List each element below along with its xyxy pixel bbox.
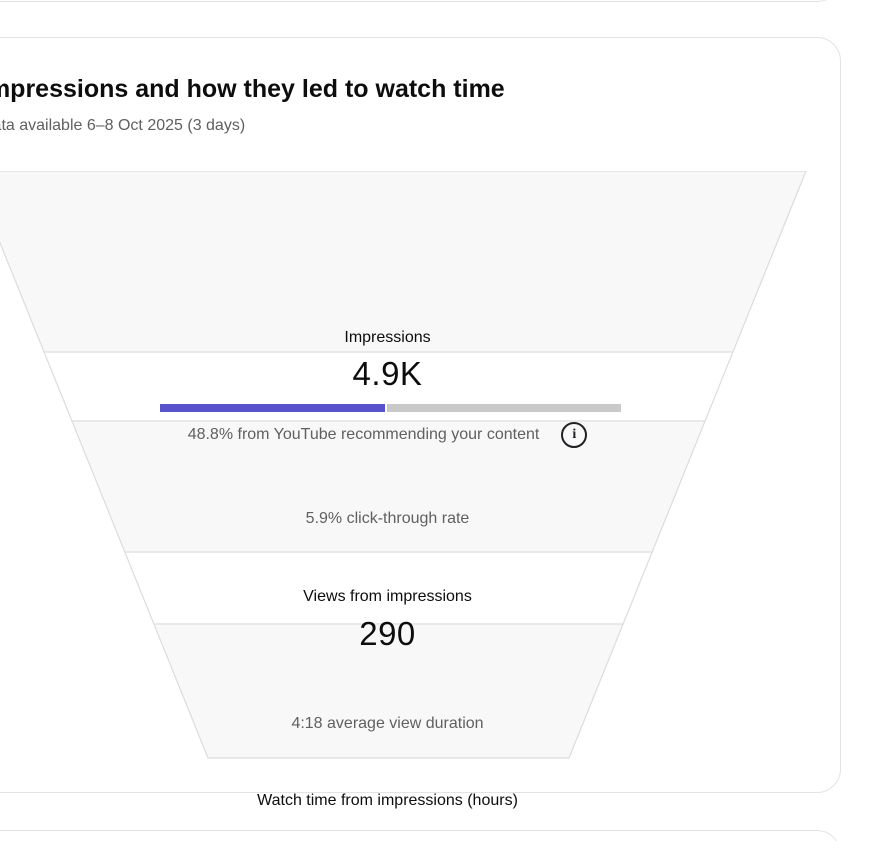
- impressions-value: 4.9K: [352, 355, 423, 392]
- funnel-stage-impressions-shape: [0, 171, 806, 352]
- info-icon[interactable]: i: [561, 422, 588, 448]
- impressions-funnel: Impressions 4.9K 48.8% from YouTube reco…: [0, 171, 842, 841]
- funnel-stage-watchtime-shape: [153, 624, 624, 758]
- card-title: Impressions and how they led to watch ti…: [0, 75, 505, 103]
- impressions-source-text: 48.8% from YouTube recommending your con…: [187, 426, 540, 443]
- impressions-source-bar: [160, 404, 621, 412]
- previous-card-edge: [0, 0, 841, 2]
- funnel-stage-views-shape: [71, 421, 706, 552]
- views-label: Views from impressions: [303, 588, 472, 605]
- impressions-source-row: 48.8% from YouTube recommending your con…: [0, 422, 842, 448]
- funnel-shape: [0, 171, 807, 759]
- impressions-funnel-card: Impressions and how they led to watch ti…: [0, 37, 842, 841]
- impressions-source-bar-remainder: [387, 404, 621, 412]
- next-card-edge: [0, 830, 841, 841]
- ctr-label: 5.9% click-through rate: [305, 510, 470, 527]
- views-value: 290: [359, 615, 416, 652]
- watch-time-label: Watch time from impressions (hours): [257, 792, 518, 809]
- funnel-stage-duration-shape: [124, 552, 653, 624]
- funnel-stage-ctr-shape: [44, 352, 733, 421]
- impressions-label: Impressions: [344, 329, 431, 346]
- impressions-source-bar-filled: [160, 404, 385, 412]
- card-subtitle: Data available 6–8 Oct 2025 (3 days): [0, 117, 246, 134]
- duration-label: 4:18 average view duration: [291, 715, 484, 732]
- funnel-outline: [0, 171, 807, 759]
